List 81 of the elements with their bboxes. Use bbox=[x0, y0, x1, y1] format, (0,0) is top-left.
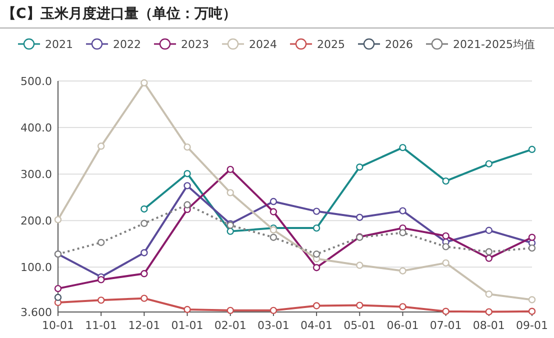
x-tick-label: 03-01 bbox=[257, 319, 290, 332]
point bbox=[97, 238, 105, 246]
x-tick-label: 08-01 bbox=[472, 319, 505, 332]
x-tick-label: 04-01 bbox=[300, 319, 333, 332]
point bbox=[140, 249, 148, 256]
x-tick-label: 01-01 bbox=[171, 319, 204, 332]
legend-label: 2021-2025均值 bbox=[453, 38, 535, 51]
point bbox=[485, 308, 493, 316]
point bbox=[485, 160, 493, 168]
point bbox=[442, 243, 450, 250]
point bbox=[528, 234, 536, 241]
point bbox=[399, 207, 406, 214]
y-tick-label: 300.0 bbox=[20, 168, 52, 182]
point bbox=[442, 259, 450, 267]
point bbox=[270, 208, 278, 216]
point bbox=[485, 254, 493, 262]
point bbox=[184, 182, 191, 190]
legend-label: 2025 bbox=[317, 38, 345, 51]
point bbox=[184, 143, 191, 151]
point bbox=[226, 306, 234, 314]
point bbox=[140, 270, 148, 278]
point bbox=[399, 144, 406, 152]
point bbox=[442, 308, 450, 315]
legend-label: 2026 bbox=[385, 38, 413, 51]
point bbox=[226, 228, 234, 235]
point bbox=[528, 146, 536, 154]
x-tick-label: 05-01 bbox=[344, 319, 376, 332]
y-tick-label: 400.0 bbox=[20, 122, 52, 135]
point bbox=[226, 189, 234, 196]
y-tick-label: 200.0 bbox=[20, 214, 52, 228]
point bbox=[184, 306, 191, 314]
point bbox=[54, 284, 62, 292]
point bbox=[356, 302, 364, 309]
y-tick-label: 3.600 bbox=[20, 306, 52, 319]
point bbox=[54, 216, 62, 224]
point bbox=[270, 306, 278, 314]
y-tick-label: 100.0 bbox=[20, 261, 52, 274]
point bbox=[140, 205, 148, 213]
point bbox=[226, 166, 234, 174]
point bbox=[356, 214, 364, 221]
x-tick-label: 06-01 bbox=[386, 319, 419, 332]
point bbox=[312, 302, 320, 310]
point bbox=[399, 267, 406, 274]
point bbox=[97, 276, 105, 284]
x-tick-label: 02-01 bbox=[214, 319, 246, 332]
legend-label: 2023 bbox=[181, 38, 209, 51]
point bbox=[485, 248, 493, 256]
point bbox=[140, 220, 148, 227]
legend-label: 2022 bbox=[113, 38, 141, 51]
point bbox=[312, 250, 320, 258]
point bbox=[442, 177, 450, 185]
point bbox=[312, 224, 320, 232]
point bbox=[442, 232, 450, 240]
point bbox=[54, 294, 62, 301]
point bbox=[485, 290, 493, 298]
point bbox=[140, 294, 148, 302]
y-tick-label: 500.0 bbox=[20, 75, 52, 88]
legend-label: 2024 bbox=[249, 38, 277, 51]
point bbox=[399, 229, 406, 236]
point bbox=[356, 163, 364, 171]
x-tick-label: 12-01 bbox=[128, 319, 160, 332]
point bbox=[528, 244, 536, 252]
x-tick-label: 09-01 bbox=[516, 319, 548, 332]
point bbox=[184, 201, 191, 208]
x-tick-label: 07-01 bbox=[430, 319, 462, 332]
point bbox=[312, 208, 320, 215]
x-tick-label: 10-01 bbox=[42, 319, 74, 332]
point bbox=[399, 303, 406, 310]
chart-title: 【C】玉米月度进口量（单位：万吨） bbox=[2, 5, 236, 22]
point bbox=[140, 79, 148, 86]
point bbox=[356, 262, 364, 269]
point bbox=[97, 296, 105, 304]
point bbox=[270, 234, 278, 241]
x-tick-label: 11-01 bbox=[85, 319, 118, 332]
point bbox=[270, 198, 278, 206]
point bbox=[485, 226, 493, 234]
point bbox=[312, 264, 320, 272]
legend-label: 2021 bbox=[45, 38, 73, 51]
point bbox=[97, 142, 105, 150]
point bbox=[184, 170, 191, 178]
point bbox=[528, 296, 536, 304]
